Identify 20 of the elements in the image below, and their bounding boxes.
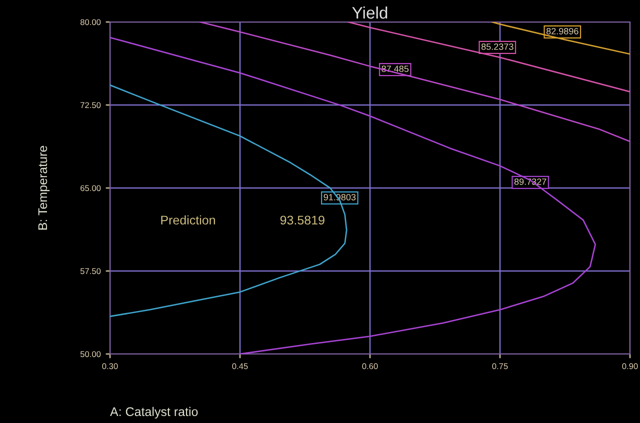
x-axis-title: A: Catalyst ratio [110, 406, 198, 419]
annotation: 82.9896 [546, 28, 578, 34]
y-tick-label: 57.50 [80, 268, 101, 274]
line-series [110, 36, 596, 354]
x-tick-label: 0.60 [362, 363, 378, 370]
y-tick-label: 50.00 [80, 351, 101, 358]
annotation: 93.5819 [280, 216, 324, 225]
annotation: Prediction [161, 215, 215, 225]
x-tick-label: 0.45 [232, 363, 248, 370]
y-tick-label: 80.00 [80, 19, 101, 26]
line-series [348, 22, 630, 92]
x-tick-label: 0.30 [102, 363, 118, 370]
y-axis-title: B: Temperature [38, 146, 50, 230]
y-tick-label: 72.50 [80, 102, 101, 108]
x-tick-label: 0.75 [492, 363, 508, 370]
chart-title: Yield [352, 6, 388, 19]
annotation: 85.2373 [481, 43, 514, 50]
x-tick-label: 0.90 [622, 363, 638, 370]
y-tick-label: 65.00 [80, 185, 101, 192]
line-series [199, 22, 630, 142]
